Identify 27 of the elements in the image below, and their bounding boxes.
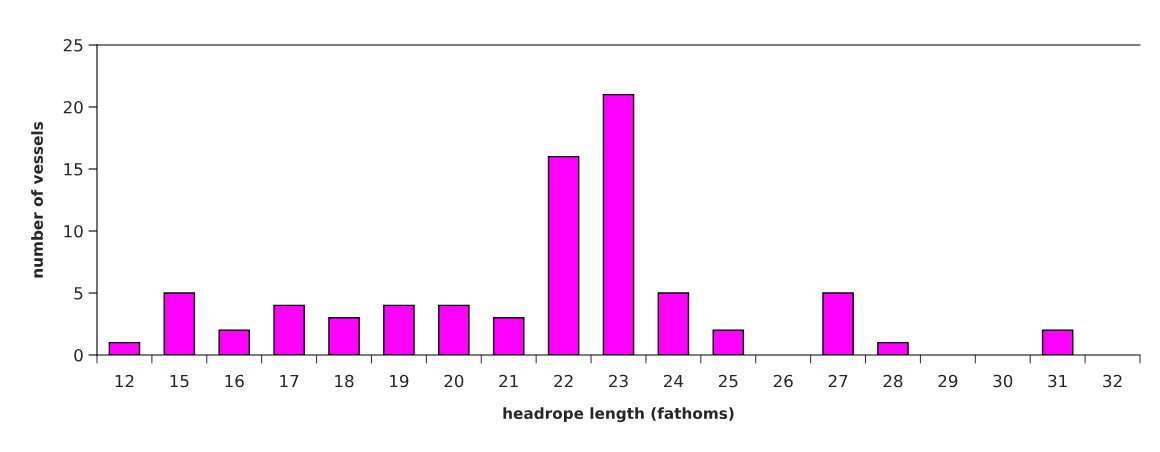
- x-tick-label: 12: [115, 374, 134, 388]
- x-tick-label: 19: [390, 374, 409, 388]
- x-tick-label: 31: [1048, 374, 1067, 388]
- y-tick-label: 25: [63, 38, 83, 52]
- x-tick-label: 32: [1103, 374, 1122, 388]
- y-tick-label: 5: [74, 287, 83, 300]
- x-tick-label: 16: [225, 374, 244, 388]
- x-tick-label: 24: [664, 374, 684, 388]
- y-tick-label: 20: [63, 100, 83, 114]
- x-tick-label: 18: [335, 374, 354, 388]
- y-tick-label: 15: [64, 163, 83, 176]
- x-tick-label: 23: [609, 374, 628, 388]
- x-tick-label: 21: [499, 374, 518, 388]
- x-tick-label: 20: [444, 374, 464, 388]
- x-tick-label: 22: [554, 374, 573, 388]
- x-tick-label: 30: [993, 374, 1013, 388]
- y-axis-title: number of vessels: [31, 121, 43, 278]
- x-tick-label: 25: [718, 374, 738, 388]
- x-axis-title: headrope length (fathoms): [503, 407, 734, 423]
- x-tick-label: 17: [280, 374, 299, 388]
- x-tick-label: 28: [883, 374, 903, 388]
- y-tick-label: 0: [74, 348, 83, 362]
- x-tick-label: 27: [828, 374, 848, 388]
- x-tick-label: 29: [938, 374, 958, 388]
- y-tick-label: 10: [64, 224, 83, 238]
- x-tick-label: 26: [773, 374, 793, 388]
- x-tick-label: 15: [170, 374, 189, 388]
